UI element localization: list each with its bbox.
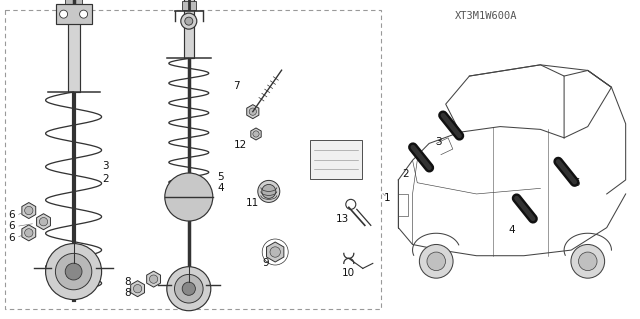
- Polygon shape: [65, 0, 82, 13]
- Polygon shape: [251, 128, 261, 140]
- Circle shape: [40, 218, 48, 226]
- Circle shape: [571, 244, 605, 278]
- Text: 10: 10: [342, 268, 355, 278]
- Circle shape: [185, 17, 193, 25]
- Circle shape: [167, 267, 211, 311]
- Text: 8: 8: [125, 288, 131, 299]
- Circle shape: [56, 253, 92, 290]
- Circle shape: [65, 263, 82, 280]
- Circle shape: [419, 244, 453, 278]
- Circle shape: [258, 181, 280, 202]
- Circle shape: [45, 244, 102, 300]
- Polygon shape: [266, 242, 284, 262]
- Circle shape: [134, 285, 142, 293]
- Circle shape: [579, 252, 597, 271]
- Circle shape: [180, 13, 197, 29]
- Circle shape: [60, 10, 68, 18]
- Text: 12: 12: [234, 140, 246, 150]
- Text: 5: 5: [218, 172, 224, 182]
- Polygon shape: [247, 105, 259, 119]
- Text: XT3M1W600A: XT3M1W600A: [455, 11, 518, 21]
- Polygon shape: [147, 271, 161, 287]
- Circle shape: [249, 108, 257, 115]
- Circle shape: [24, 206, 33, 215]
- Text: 3: 3: [102, 161, 109, 171]
- Circle shape: [165, 173, 212, 221]
- Text: 3: 3: [435, 137, 442, 147]
- Circle shape: [253, 131, 259, 137]
- Text: 2: 2: [403, 169, 409, 179]
- Text: 2: 2: [102, 174, 109, 184]
- Circle shape: [262, 184, 276, 198]
- Circle shape: [182, 282, 195, 295]
- Circle shape: [427, 252, 445, 271]
- Text: 11: 11: [246, 197, 259, 208]
- Polygon shape: [36, 214, 51, 230]
- Polygon shape: [131, 281, 145, 297]
- Polygon shape: [56, 4, 92, 24]
- Text: 9: 9: [262, 258, 269, 268]
- Text: 6: 6: [8, 221, 15, 232]
- Circle shape: [79, 10, 88, 18]
- Polygon shape: [68, 0, 79, 92]
- Bar: [310, 140, 362, 179]
- Polygon shape: [22, 225, 36, 241]
- Circle shape: [24, 229, 33, 237]
- Text: 5: 5: [573, 178, 579, 189]
- Text: 4: 4: [218, 183, 224, 193]
- Text: 8: 8: [125, 277, 131, 287]
- Circle shape: [175, 274, 203, 303]
- Circle shape: [150, 275, 157, 283]
- Text: 6: 6: [8, 210, 15, 220]
- Text: 6: 6: [8, 233, 15, 243]
- Polygon shape: [184, 0, 194, 58]
- Circle shape: [270, 247, 280, 257]
- Polygon shape: [22, 203, 36, 219]
- Polygon shape: [182, 1, 196, 10]
- Text: 4: 4: [509, 225, 515, 235]
- Bar: [5, 10, 381, 309]
- Text: 1: 1: [384, 193, 390, 203]
- Text: 13: 13: [336, 213, 349, 224]
- Text: 7: 7: [234, 81, 240, 91]
